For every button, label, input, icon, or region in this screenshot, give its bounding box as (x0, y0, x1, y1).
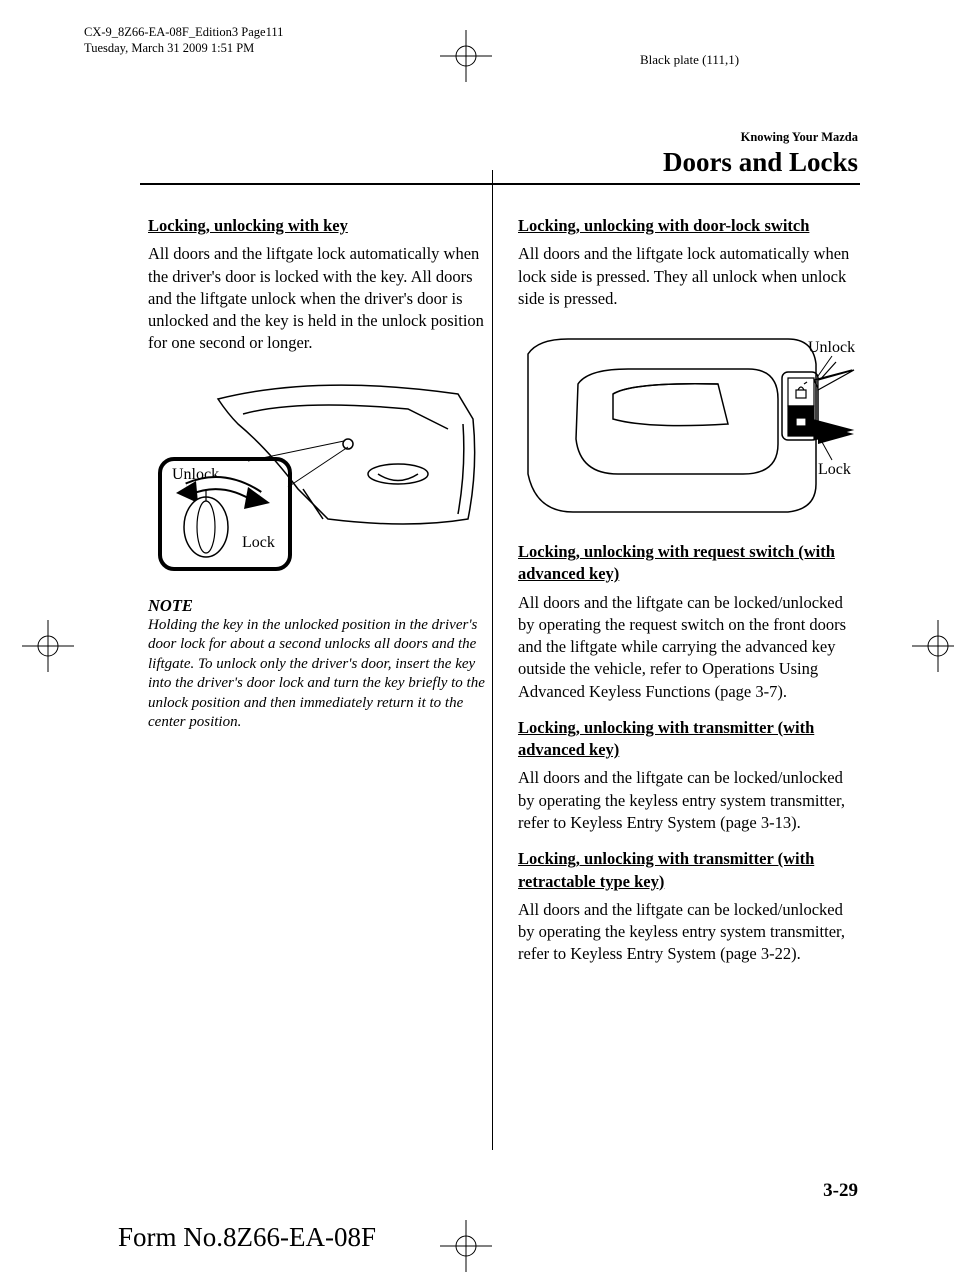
right-h2: Locking, unlocking with request switch (… (518, 541, 858, 586)
note-label: NOTE (148, 596, 488, 616)
content-columns: Locking, unlocking with key All doors an… (148, 215, 860, 980)
form-number: Form No.8Z66-EA-08F (118, 1222, 376, 1253)
left-p1: All doors and the liftgate lock automati… (148, 243, 488, 354)
chapter-small: Knowing Your Mazda (663, 130, 858, 145)
fig2-unlock-label: Unlock (808, 339, 855, 356)
fig2-lock-label: Lock (818, 461, 851, 478)
unlock-arrow-icon (818, 370, 854, 390)
left-h1: Locking, unlocking with key (148, 215, 488, 237)
registration-mark-right-icon (912, 620, 954, 672)
right-p3: All doors and the liftgate can be locked… (518, 767, 858, 834)
plate-info: Black plate (111,1) (640, 52, 739, 68)
print-line1: CX-9_8Z66-EA-08F_Edition3 Page111 (84, 24, 283, 40)
right-column: Locking, unlocking with door-lock switch… (518, 215, 858, 980)
fig1-lock-label: Lock (242, 534, 275, 551)
right-p4: All doors and the liftgate can be locked… (518, 899, 858, 966)
left-column: Locking, unlocking with key All doors an… (148, 215, 488, 980)
print-header: CX-9_8Z66-EA-08F_Edition3 Page111 Tuesda… (84, 24, 283, 57)
print-line2: Tuesday, March 31 2009 1:51 PM (84, 40, 283, 56)
right-h1: Locking, unlocking with door-lock switch (518, 215, 858, 237)
registration-mark-left-icon (22, 620, 74, 672)
chapter-heading: Knowing Your Mazda Doors and Locks (663, 130, 858, 178)
registration-mark-bottom-icon (440, 1220, 492, 1272)
right-p1: All doors and the liftgate lock automati… (518, 243, 858, 310)
right-h4: Locking, unlocking with transmitter (wit… (518, 848, 858, 893)
page-number: 3-29 (823, 1180, 858, 1202)
heading-rule (140, 183, 860, 185)
figure-door-switch: Unlock Lock (518, 324, 858, 529)
registration-mark-top-icon (440, 30, 492, 82)
chapter-big: Doors and Locks (663, 147, 858, 178)
right-h3: Locking, unlocking with transmitter (wit… (518, 717, 858, 762)
note-text: Holding the key in the unlocked position… (148, 616, 488, 733)
right-p2: All doors and the liftgate can be locked… (518, 592, 858, 703)
figure-key-lock: Unlock Lock (148, 369, 488, 584)
